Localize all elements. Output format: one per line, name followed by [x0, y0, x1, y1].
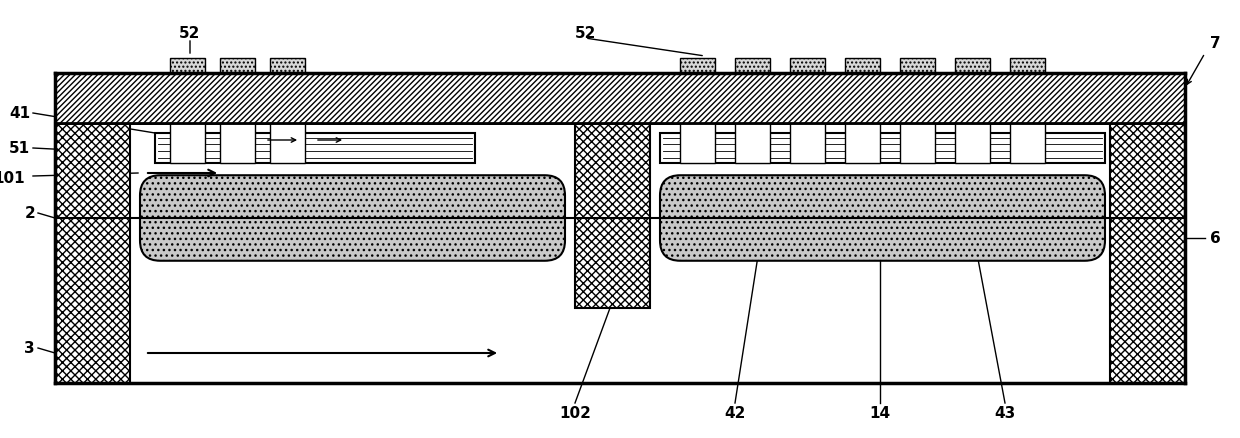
- Bar: [790, 59, 825, 124]
- Text: 41: 41: [9, 106, 30, 121]
- Text: 42: 42: [724, 406, 745, 420]
- Bar: [844, 59, 880, 124]
- FancyBboxPatch shape: [660, 176, 1105, 261]
- Text: 2: 2: [25, 206, 35, 221]
- Text: 102: 102: [559, 406, 591, 420]
- Bar: [55, 74, 1185, 124]
- Bar: [955, 59, 990, 124]
- Bar: [1011, 124, 1045, 164]
- Bar: [680, 59, 715, 124]
- Bar: [900, 59, 935, 124]
- Bar: [575, 124, 650, 308]
- Text: 7: 7: [1210, 36, 1220, 51]
- Bar: [1110, 124, 1185, 383]
- Bar: [155, 134, 475, 164]
- Bar: [900, 124, 935, 164]
- Bar: [790, 124, 825, 164]
- Bar: [735, 59, 770, 124]
- Bar: [660, 134, 1105, 164]
- Text: 43: 43: [994, 406, 1016, 420]
- Bar: [55, 124, 130, 383]
- Bar: [170, 124, 205, 164]
- Text: 3: 3: [25, 341, 35, 356]
- Bar: [844, 124, 880, 164]
- Text: 14: 14: [869, 406, 890, 420]
- Bar: [219, 59, 255, 124]
- Bar: [55, 74, 1185, 383]
- Text: 52: 52: [574, 26, 595, 42]
- Text: 101: 101: [0, 171, 25, 186]
- Bar: [55, 74, 1185, 124]
- Bar: [735, 124, 770, 164]
- Bar: [270, 124, 305, 164]
- Bar: [1011, 59, 1045, 124]
- Bar: [170, 59, 205, 124]
- Text: 52: 52: [180, 26, 201, 42]
- Bar: [270, 59, 305, 124]
- Text: 6: 6: [1210, 231, 1220, 246]
- Bar: [955, 124, 990, 164]
- Bar: [680, 124, 715, 164]
- Text: 51: 51: [9, 141, 30, 156]
- Bar: [219, 124, 255, 164]
- FancyBboxPatch shape: [140, 176, 565, 261]
